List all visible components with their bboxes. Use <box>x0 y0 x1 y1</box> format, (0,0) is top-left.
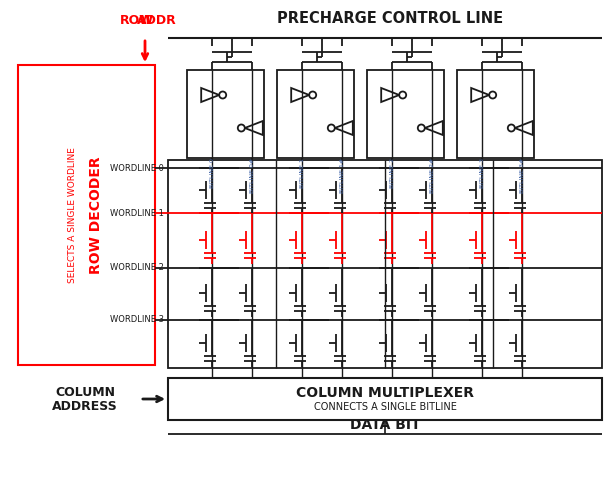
Text: BITLINE 3#: BITLINE 3# <box>519 158 524 193</box>
Text: SELECTS A SINGLE WORDLINE: SELECTS A SINGLE WORDLINE <box>68 147 77 283</box>
Bar <box>18 65 155 365</box>
Text: DATA BIT: DATA BIT <box>350 418 421 432</box>
Bar <box>457 70 534 158</box>
Text: WORDLINE 3: WORDLINE 3 <box>110 316 164 325</box>
Text: BITLINE 2: BITLINE 2 <box>389 158 395 188</box>
Bar <box>187 70 264 158</box>
Text: BITLINE 1: BITLINE 1 <box>300 158 305 188</box>
Text: CONNECTS A SINGLE BITLINE: CONNECTS A SINGLE BITLINE <box>314 402 456 412</box>
Text: COLUMN: COLUMN <box>55 385 115 398</box>
Text: WORDLINE 0: WORDLINE 0 <box>110 163 164 172</box>
Text: COLUMN MULTIPLEXER: COLUMN MULTIPLEXER <box>296 386 474 400</box>
Bar <box>168 160 602 368</box>
Text: ROW DECODER: ROW DECODER <box>90 156 104 274</box>
Text: BITLINE 0#: BITLINE 0# <box>249 158 254 193</box>
Text: BITLINE 2#: BITLINE 2# <box>430 158 435 193</box>
Text: ROW: ROW <box>120 13 154 26</box>
Bar <box>277 70 354 158</box>
Text: BITLINE 1#: BITLINE 1# <box>340 158 344 193</box>
Bar <box>168 378 602 420</box>
Text: PRECHARGE CONTROL LINE: PRECHARGE CONTROL LINE <box>277 10 503 25</box>
Text: BITLINE 3: BITLINE 3 <box>480 158 484 188</box>
Text: WORDLINE 2: WORDLINE 2 <box>110 263 164 272</box>
Text: ADDR: ADDR <box>137 13 177 26</box>
Text: ADDRESS: ADDRESS <box>52 399 118 412</box>
Bar <box>367 70 444 158</box>
Text: WORDLINE 1: WORDLINE 1 <box>110 209 164 218</box>
Text: BITLINE 0: BITLINE 0 <box>209 158 214 188</box>
